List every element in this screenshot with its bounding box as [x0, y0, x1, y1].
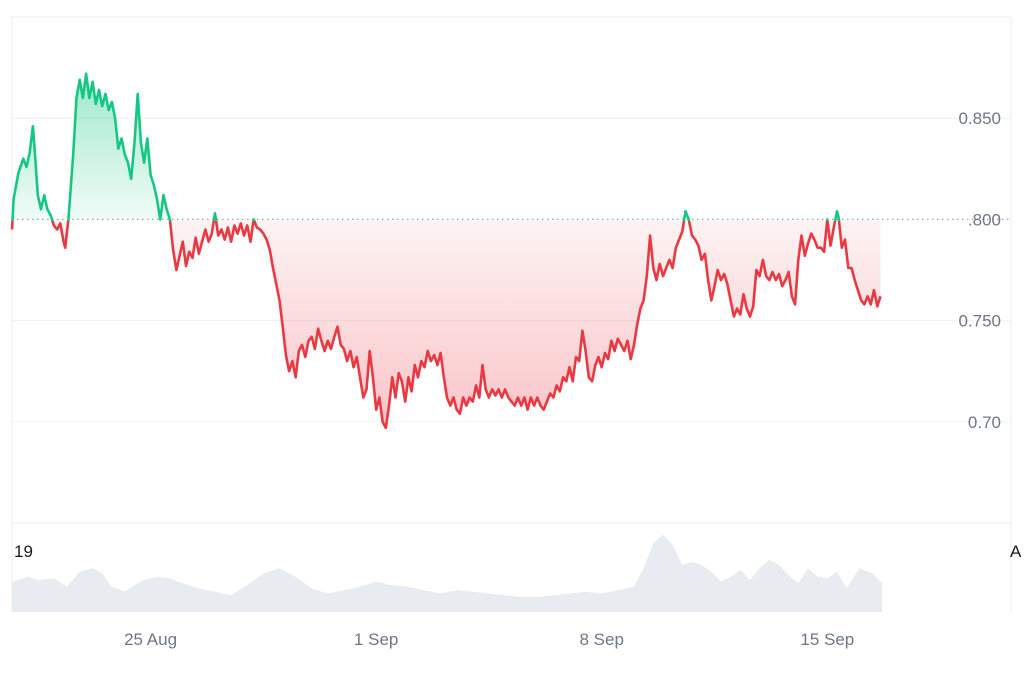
volume-area [12, 534, 883, 612]
y-tick-label: 0.70 [968, 413, 1001, 432]
x-tick-label: 15 Sep [800, 630, 854, 649]
left-corner-label: 19 [14, 542, 33, 561]
area-fill-below-baseline [12, 221, 881, 428]
x-tick-label: 8 Sep [580, 630, 624, 649]
price-line-above-baseline [11, 72, 841, 221]
area-fill-above-baseline [12, 73, 881, 221]
y-axis-labels: 0.850 .800 0.750 0.70 [958, 109, 1001, 432]
x-axis-labels: 25 Aug 1 Sep 8 Sep 15 Sep [124, 630, 854, 649]
x-tick-label: 25 Aug [124, 630, 177, 649]
x-tick-label: 1 Sep [354, 630, 398, 649]
y-tick-label: 0.750 [958, 312, 1001, 331]
frame [11, 16, 1012, 612]
right-corner-label: A [1010, 542, 1022, 561]
y-tick-label: 0.850 [958, 109, 1001, 128]
price-line-below-baseline [10, 221, 882, 430]
y-tick-label: .800 [968, 210, 1001, 229]
